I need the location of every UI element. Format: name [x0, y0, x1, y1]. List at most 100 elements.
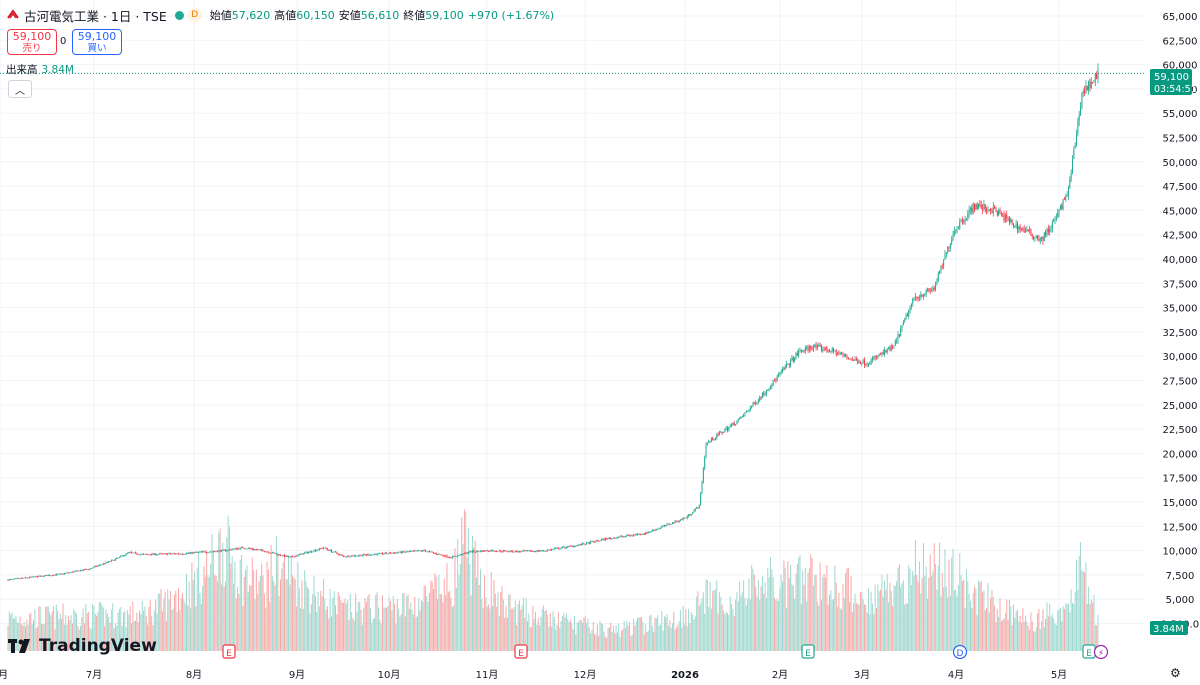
candle-body: [702, 468, 704, 483]
candle-body: [344, 556, 346, 558]
candle-body: [686, 516, 688, 519]
candle-body: [257, 549, 259, 551]
candle-body: [957, 228, 959, 229]
volume-bar: [54, 629, 56, 651]
volume-bar: [881, 574, 883, 651]
volume-bar: [712, 590, 714, 651]
candle-body: [286, 555, 288, 557]
candle-body: [700, 492, 702, 505]
volume-bar: [1069, 612, 1071, 651]
volume-bar: [647, 630, 649, 651]
candle-body: [659, 527, 661, 529]
volume-bar: [838, 592, 840, 651]
candle-body: [28, 576, 30, 578]
volume-bar: [800, 603, 802, 651]
volume-bar: [341, 602, 343, 651]
time-tick-label: 4月: [948, 669, 964, 681]
candle-body: [596, 540, 598, 542]
candle-body: [808, 346, 810, 351]
volume-bar: [816, 601, 818, 651]
volume-bar: [343, 602, 345, 651]
volume-bar: [568, 621, 570, 651]
buy-button[interactable]: 59,100 買い: [72, 29, 122, 55]
settings-gear-icon[interactable]: ⚙: [1170, 666, 1181, 680]
candle-body: [500, 550, 502, 552]
volume-bar: [651, 626, 653, 651]
volume-bar: [576, 622, 578, 651]
volume-bar: [147, 624, 149, 651]
candle-body: [1063, 198, 1065, 200]
candle-body: [571, 545, 573, 547]
volume-bar: [326, 606, 328, 651]
candle-body: [1089, 80, 1091, 89]
candle-body: [1029, 229, 1031, 231]
candle-body: [543, 550, 545, 551]
candle-body: [896, 340, 898, 342]
candle-body: [979, 203, 981, 205]
volume-bar: [241, 555, 243, 651]
volume-bar: [492, 606, 494, 651]
candle-body: [446, 555, 448, 558]
candle-body: [548, 549, 550, 551]
candle-body: [399, 551, 401, 553]
candle-body: [19, 578, 21, 579]
volume-bar: [163, 598, 165, 651]
time-axis[interactable]: 6月7月8月9月10月11月12月20262月3月4月5月: [0, 669, 1067, 681]
candle-body: [241, 547, 243, 548]
volume-bar: [384, 607, 386, 651]
candle-body: [767, 390, 769, 392]
candle-body: [1004, 214, 1006, 222]
price-badges: 59,100 03:54:51 3.84M: [1150, 69, 1197, 635]
dividend-flag-icon[interactable]: D: [187, 8, 202, 22]
sell-button[interactable]: 59,100 売り: [7, 29, 57, 55]
candle-body: [121, 555, 123, 557]
volume-bar: [400, 614, 402, 651]
tradingview-logo[interactable]: TradingView: [8, 636, 157, 656]
volume-bar: [553, 616, 555, 651]
volume-legend[interactable]: 出来高 3.84M: [6, 62, 74, 77]
volume-bar: [194, 571, 196, 651]
candle-body: [698, 504, 700, 509]
candle-body: [324, 547, 326, 549]
candle-body: [194, 552, 196, 553]
candle-body: [1074, 145, 1076, 149]
volume-bar: [81, 617, 83, 651]
volume-bar: [113, 628, 115, 651]
candle-body: [588, 542, 590, 544]
candle-body: [207, 552, 209, 554]
collapse-button[interactable]: ︿: [8, 80, 32, 98]
volume-bar: [765, 598, 767, 651]
price-axis[interactable]: 65,00062,50060,00057,50055,00052,50050,0…: [1161, 12, 1199, 631]
candle-body: [780, 371, 782, 373]
volume-bar: [10, 614, 12, 651]
candle-body: [941, 265, 943, 267]
candle-body: [706, 442, 708, 444]
candle-body: [545, 550, 547, 552]
high-label: 高値: [274, 9, 297, 22]
volume-bar: [364, 597, 366, 651]
candle-body: [740, 417, 742, 419]
volume-bar: [991, 589, 993, 651]
candle-body: [909, 306, 911, 311]
candle-body: [222, 549, 224, 551]
volume-bar: [188, 581, 190, 651]
volume-bar: [1039, 628, 1041, 651]
candle-body: [1025, 231, 1027, 232]
volume-bar: [702, 592, 704, 651]
price-tick-label: 30,000: [1163, 352, 1198, 363]
symbol-title[interactable]: 古河電気工業 · 1日 · TSE: [24, 8, 167, 24]
volume-bar: [289, 584, 291, 651]
volume-bar: [775, 600, 777, 651]
volume-bar: [583, 617, 585, 651]
candle-body: [355, 555, 357, 557]
candle-body: [78, 570, 80, 572]
candle-body: [481, 550, 483, 552]
volume-bar: [1084, 572, 1086, 651]
volume-bar: [285, 579, 287, 651]
volume-bar: [305, 581, 307, 651]
candle-body: [603, 538, 605, 541]
volume-bar: [485, 597, 487, 651]
candle-body: [900, 328, 902, 337]
volume-bar: [380, 623, 382, 651]
